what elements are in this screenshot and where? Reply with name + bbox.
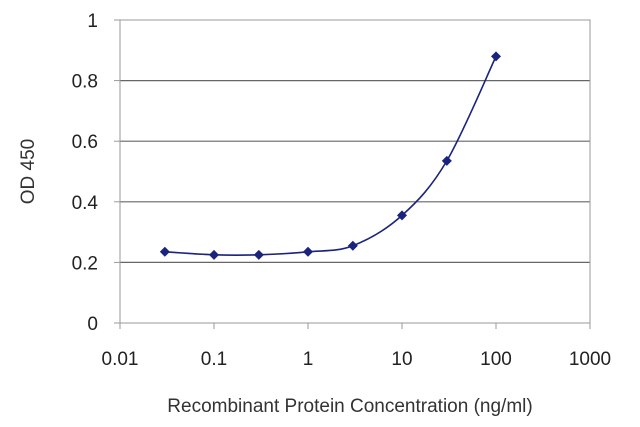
x-tick-label: 1 [303,349,314,370]
y-tick-label: 0.8 [72,72,98,93]
y-tick-label: 0.2 [72,253,98,274]
plot-area [120,20,590,323]
data-point [397,210,407,221]
x-tick-label: 100 [480,349,512,370]
x-axis-ticks: 0.01 0.1 1 10 100 1000 [102,323,611,370]
data-point [209,249,219,260]
y-axis-title: OD 450 [18,139,39,204]
data-point [491,51,501,62]
data-point [441,155,452,166]
x-tick-label: 0.1 [201,349,227,370]
x-axis-title: Recombinant Protein Concentration (ng/ml… [167,396,532,417]
y-tick-label: 0.4 [72,193,99,214]
y-tick-label: 0.6 [72,132,98,153]
x-tick-label: 10 [391,349,412,370]
data-point [303,246,313,257]
grid-lines [120,79,590,263]
y-tick-label: 1 [87,11,98,32]
data-points [159,51,501,260]
data-point [253,249,264,260]
plot-frame [119,19,591,324]
x-tick-label: 0.01 [102,349,139,370]
x-tick-label: 1000 [569,349,611,370]
y-axis-ticks: 0 0.2 0.4 0.6 0.8 1 [72,11,120,335]
y-tick-label: 0 [87,314,98,335]
data-point [159,246,170,257]
data-point [347,240,358,251]
